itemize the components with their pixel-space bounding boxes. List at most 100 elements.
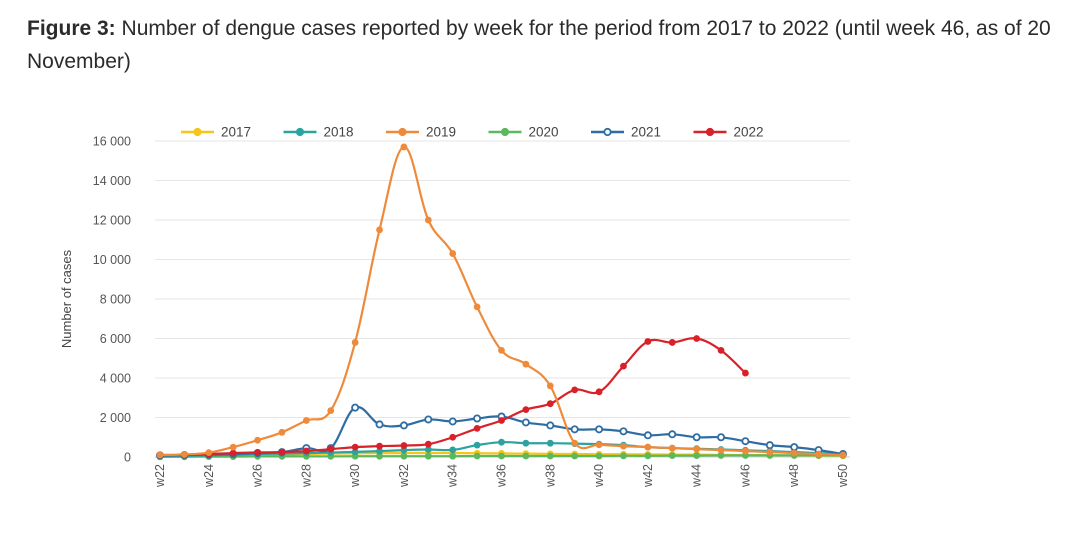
data-point [620,362,627,370]
data-point [205,449,213,457]
series-2020 [156,452,847,461]
data-point [546,400,554,408]
data-point [254,449,261,456]
data-point [375,420,384,429]
data-point [668,430,677,439]
data-point [717,433,726,442]
legend-label: 2017 [221,125,251,140]
data-point [668,452,676,460]
data-point [643,431,652,440]
data-point [498,417,505,424]
data-point [473,424,481,432]
data-point [229,449,237,457]
y-tick-label: 2 000 [100,411,131,425]
data-point [668,339,676,346]
legend-marker [295,127,305,137]
y-axis-title: Number of cases [59,249,74,348]
series-2019 [156,143,847,459]
data-point [644,443,652,451]
data-point [449,446,457,454]
legend-label: 2020 [529,125,559,140]
data-point [790,449,798,457]
data-point [400,442,408,449]
figure-caption-text: Number of dengue cases reported by week … [27,17,1051,73]
gridlines [155,140,850,458]
x-tick-label: w46 [738,464,752,488]
data-point [498,346,505,354]
data-point [595,388,603,396]
data-point [424,415,433,424]
data-point [522,406,530,414]
y-tick-label: 4 000 [100,372,131,386]
data-point [620,442,627,450]
data-point [473,303,481,311]
data-point [448,417,457,426]
data-point [765,441,774,450]
data-point [327,445,335,453]
data-point [473,414,482,423]
x-tick-label: w26 [251,464,265,488]
data-point [424,440,432,448]
data-point [790,443,799,452]
data-point [278,428,286,436]
data-point [595,441,603,449]
data-point [693,452,701,460]
legend-item: 2019 [386,125,456,140]
data-point [766,448,774,456]
legend-label: 2021 [631,125,661,140]
data-point [399,421,408,430]
series-2022 [156,335,749,459]
legend-item: 2022 [693,125,764,140]
data-point [693,445,701,453]
data-point [351,443,359,451]
legend-label: 2018 [324,125,354,140]
y-tick-label: 6 000 [100,332,131,346]
x-tick-label: w28 [299,464,313,488]
y-tick-label: 10 000 [93,253,131,267]
legend-label: 2019 [426,125,456,140]
data-point [522,452,530,460]
data-point [595,425,604,434]
y-tick-label: 16 000 [93,135,131,149]
data-point [742,369,749,377]
x-tick-label: w44 [690,464,704,488]
legend-item: 2021 [591,125,661,140]
series-lines [155,143,848,461]
x-tick-label: w36 [495,464,509,488]
data-point [351,339,359,346]
x-tick-label: w24 [202,464,216,488]
data-point [327,407,335,414]
y-tick-label: 14 000 [93,174,131,188]
y-tick-label: 12 000 [93,214,131,228]
data-point [692,433,701,442]
legend-item: 2017 [181,125,251,140]
data-point [595,452,603,460]
legend-label: 2022 [734,125,764,140]
data-point [278,448,286,456]
figure-caption: Figure 3: Number of dengue cases reporte… [27,12,1067,78]
x-tick-label: w42 [641,464,655,488]
data-point [376,442,383,450]
data-point [180,451,188,458]
x-tick-label: w38 [543,464,557,488]
data-point [668,444,676,452]
legend-marker [193,127,202,137]
series-line [158,145,845,457]
x-tick-label: w48 [787,464,801,488]
data-point [620,452,627,460]
data-point [400,452,408,460]
figure-label: Figure 3: [27,17,116,40]
x-tick-label: w30 [348,464,362,488]
data-point [571,452,579,460]
data-point [522,439,530,447]
x-axis-ticks: w22 w24 w26 w28 w30 w32 w34 w36 w38 w40 w42 w44 w46 w… [153,464,850,488]
data-point [473,441,481,449]
data-point [546,421,555,430]
data-point [302,417,310,424]
data-point [522,360,530,368]
data-point [254,436,261,444]
legend-marker [500,127,510,137]
data-point [839,451,847,459]
y-tick-label: 8 000 [100,293,131,307]
